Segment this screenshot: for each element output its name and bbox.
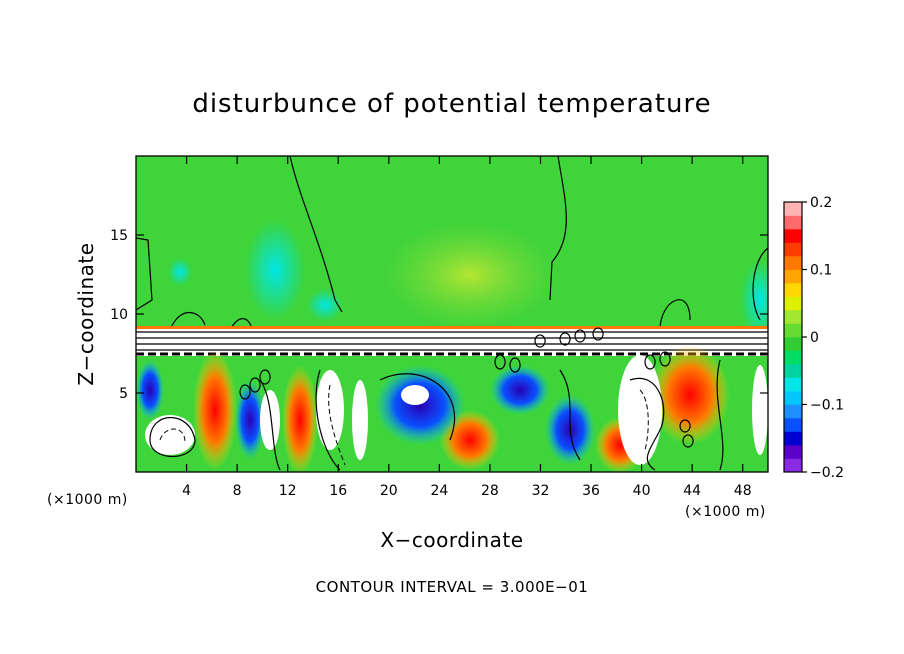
x-tick-label: 16 (329, 483, 347, 499)
blob-blue-1 (375, 365, 465, 445)
contour-upper-2 (549, 156, 567, 301)
x-tick-label: 28 (481, 483, 499, 499)
contour-ovals (239, 327, 694, 448)
colorbar-swatch (784, 242, 802, 257)
blob-white-5 (618, 355, 662, 465)
blob-white-7 (401, 385, 429, 405)
warm-anomaly-upper (380, 220, 560, 330)
y-tick-label: 5 (119, 386, 128, 402)
contours-lower-dashed (159, 384, 649, 466)
y-tick-label: 15 (110, 228, 128, 244)
x-tick-label: 44 (683, 483, 701, 499)
plot-area (136, 156, 768, 472)
colorbar (783, 201, 803, 473)
colorbar-swatch (784, 229, 802, 243)
x-tick-label: 24 (430, 483, 448, 499)
inversion-cool (136, 326, 768, 329)
cool-anomaly-upper-1 (245, 220, 305, 320)
x-axis-ticks: 4 8 12 16 20 24 28 32 36 40 44 48 (182, 156, 752, 499)
colorbar-swatch (784, 296, 802, 311)
colorbar-swatch (784, 256, 802, 270)
inversion-band (136, 328, 768, 356)
inversion-contours (136, 331, 768, 351)
colorbar-tick-label: −0.1 (810, 398, 844, 414)
footer-text: CONTOUR INTERVAL = 3.000E−01 (316, 578, 589, 596)
colorbar-swatch (784, 337, 802, 351)
colorbar-tick-label: −0.2 (810, 465, 844, 481)
chart-title: disturbunce of potential temperature (192, 89, 711, 119)
cool-anomaly-upper-2 (168, 258, 192, 286)
colorbar-swatch (784, 431, 802, 446)
x-tick-label: 32 (532, 483, 550, 499)
x-tick-label: 12 (279, 483, 297, 499)
blob-blue-2 (490, 365, 550, 415)
colorbar-swatch (784, 283, 802, 297)
blob-white-1 (145, 415, 195, 455)
colorbar-ticks: 0.2 0.1 0 −0.1 −0.2 (802, 195, 844, 481)
blob-red-1 (193, 350, 237, 470)
y-axis-ticks: 5 10 15 (110, 228, 768, 402)
colorbar-swatch (784, 377, 802, 392)
colorbar-swatch (784, 404, 802, 419)
x-unit-right: (×1000 m) (685, 504, 766, 520)
colorbar-tick-label: 0.2 (810, 195, 832, 211)
blob-white-4 (352, 380, 368, 460)
contour-upper-4 (752, 247, 768, 321)
contours-lower (149, 359, 724, 471)
contour-upper-3 (136, 237, 153, 311)
colorbar-swatch (784, 310, 802, 324)
blob-blue-4 (235, 380, 265, 460)
blob-blue-5 (136, 360, 164, 420)
colorbar-swatch (784, 445, 802, 459)
colorbar-swatch (784, 418, 802, 432)
x-tick-label: 48 (734, 483, 752, 499)
colorbar-swatch (784, 391, 802, 405)
blob-white-2 (260, 390, 280, 450)
colorbar-swatch (784, 458, 802, 473)
x-tick-label: 4 (182, 483, 191, 499)
colorbar-tick-label: 0 (810, 330, 819, 346)
colorbar-swatch (784, 215, 802, 230)
blob-white-3 (316, 370, 344, 450)
colorbar-swatch (784, 323, 802, 338)
x-unit-left: (×1000 m) (47, 492, 128, 508)
contour-upper-1 (289, 156, 343, 313)
colorbar-tick-label: 0.1 (810, 263, 832, 279)
x-axis-label: X−coordinate (380, 528, 523, 552)
colorbar-swatch (784, 269, 802, 284)
x-tick-label: 40 (633, 483, 651, 499)
blob-white-6 (752, 365, 768, 455)
y-axis-label: Z−coordinate (74, 242, 98, 385)
blob-red-2 (282, 365, 318, 472)
blob-red-4 (650, 345, 730, 445)
y-tick-label: 10 (110, 307, 128, 323)
colorbar-swatch (784, 364, 802, 378)
x-tick-label: 20 (380, 483, 398, 499)
colorbar-swatch (784, 350, 802, 365)
colorbar-swatch (784, 202, 802, 216)
x-tick-label: 36 (582, 483, 600, 499)
x-tick-label: 8 (233, 483, 242, 499)
